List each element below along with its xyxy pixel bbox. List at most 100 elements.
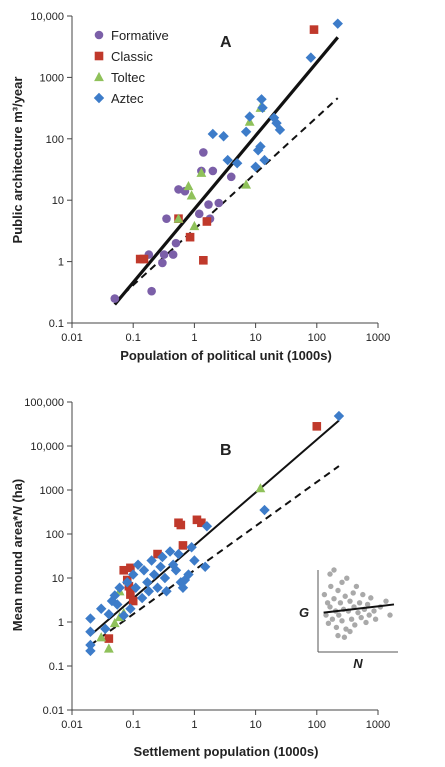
data-point-aztec (146, 555, 157, 566)
data-point-aztec (100, 623, 111, 635)
inset-point (339, 579, 345, 585)
data-point-classic (126, 563, 135, 573)
y-tick-label: 1 (58, 617, 64, 629)
inset-point (333, 624, 340, 631)
data-point-formative (147, 286, 156, 296)
inset-point (347, 628, 353, 635)
legend-label-toltec: Toltec (111, 70, 145, 85)
data-point-aztec (122, 577, 133, 588)
inset-point (336, 612, 342, 618)
y-tick-label: 0.1 (49, 661, 64, 673)
data-point-aztec (240, 126, 252, 138)
data-point-classic (139, 254, 149, 264)
inset-y-label: G (299, 605, 309, 620)
panel-a-axes: 0.01 0.1 1 10 100 1000 0.1 1 10 100 1000 10,000 (30, 11, 390, 344)
legend-marker-formative (94, 30, 104, 40)
inset-point (355, 609, 361, 616)
inset-fit-line (323, 603, 395, 614)
x-tick-label: 0.1 (126, 332, 141, 344)
data-point-aztec (256, 94, 267, 105)
data-point-classic (309, 25, 319, 34)
inset-point (325, 620, 332, 626)
x-axis-label-b: Settlement population (1000s) (134, 744, 319, 759)
data-point-aztec (130, 582, 141, 593)
data-point-aztec (201, 521, 213, 532)
data-point-aztec (114, 582, 125, 593)
data-point-aztec (255, 141, 266, 152)
data-point-toltec (241, 179, 252, 189)
data-point-aztec (250, 161, 261, 172)
data-point-aztec (85, 645, 96, 657)
x-tick-label: 0.1 (126, 719, 141, 731)
data-point-aztec (95, 603, 107, 614)
data-point-aztec (118, 610, 129, 621)
data-point-aztec (218, 131, 229, 142)
chart-panel-b: 0.01 0.1 1 10 100 1000 0.01 0.1 1 10 100 1000 10,000… (10, 397, 398, 759)
y-axis-label-b: Mean mound area*N (ha) (10, 479, 25, 631)
data-point-aztec (259, 154, 270, 166)
data-point-aztec (159, 572, 171, 584)
inset-point (335, 587, 341, 594)
inset-point (328, 583, 334, 590)
data-point-formative (214, 198, 224, 208)
data-point-aztec (85, 613, 96, 624)
data-point-aztec (112, 599, 123, 610)
data-point-formative (226, 172, 236, 182)
panel-a-points (110, 18, 343, 303)
y-tick-label: 1000 (40, 485, 64, 497)
legend-label-aztec: Aztec (111, 91, 144, 106)
panel-label-a: A (220, 34, 232, 51)
data-point-aztec (164, 546, 176, 557)
legend-marker-classic (94, 51, 104, 61)
x-tick-label: 1000 (366, 719, 390, 731)
data-point-aztec (274, 124, 286, 136)
inset-plot: GN (299, 567, 398, 671)
panel-b-axes: 0.01 0.1 1 10 100 1000 0.01 0.1 1 10 100 1000 10,000… (24, 397, 390, 731)
data-point-aztec (148, 569, 160, 580)
data-point-toltec (183, 180, 194, 191)
data-point-aztec (85, 639, 96, 651)
data-point-aztec (157, 551, 168, 563)
data-point-aztec (244, 111, 255, 122)
inset-point (366, 612, 372, 618)
y-tick-label: 1 (58, 257, 64, 269)
data-point-aztec (136, 592, 148, 604)
data-point-aztec (177, 582, 189, 593)
data-point-aztec (155, 561, 166, 572)
x-tick-label: 1 (191, 332, 197, 344)
data-point-aztec (85, 626, 96, 637)
inset-point (341, 634, 348, 640)
data-point-formative (168, 250, 178, 259)
data-point-formative (208, 166, 218, 176)
data-point-toltec (196, 167, 207, 177)
data-point-toltec (103, 643, 114, 653)
inset-point (324, 600, 331, 606)
inset-point (356, 600, 363, 606)
x-tick-label: 1000 (366, 332, 390, 344)
x-tick-label: 100 (308, 332, 326, 344)
inset-point (331, 596, 337, 602)
inset-point (321, 591, 328, 598)
inset-point (343, 626, 349, 632)
inset-point (387, 612, 393, 618)
data-point-aztec (305, 52, 317, 63)
inset-point (371, 608, 377, 614)
data-point-aztec (143, 586, 155, 597)
inset-point (360, 591, 366, 598)
data-point-aztec (103, 609, 115, 620)
y-tick-label: 100 (46, 134, 64, 146)
legend: Formative Classic Toltec Aztec (93, 28, 169, 106)
y-tick-label: 0.01 (43, 705, 64, 717)
data-point-classic (197, 518, 206, 528)
x-tick-label: 1 (191, 719, 197, 731)
inset-point (327, 571, 333, 577)
dashed-fit-line (114, 97, 339, 303)
data-point-toltec (109, 617, 120, 628)
data-point-aztec (132, 559, 144, 570)
data-point-aztec (128, 569, 139, 580)
solid-fit-line (89, 419, 340, 637)
inset-point (347, 598, 353, 604)
data-point-classic (153, 549, 162, 559)
legend-marker-aztec (93, 92, 105, 104)
inset-point (368, 595, 374, 601)
